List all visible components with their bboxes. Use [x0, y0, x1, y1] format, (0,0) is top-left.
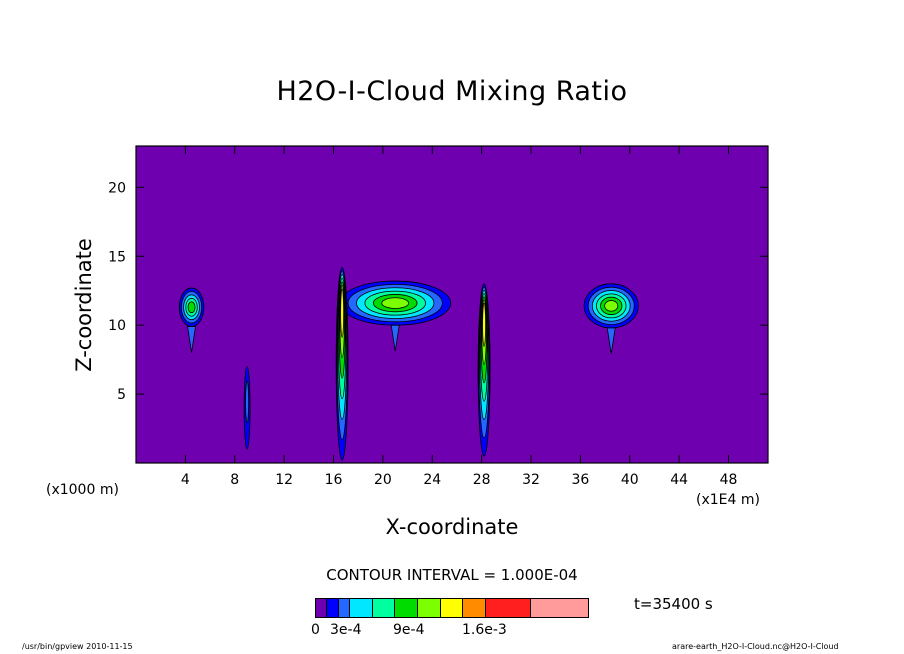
y-tick-label-3: 20: [108, 180, 126, 196]
colorbar-cell-7: [440, 599, 464, 617]
plot-background: [136, 146, 768, 463]
y-tick-label-0: 5: [117, 387, 126, 403]
x-tick-label-2: 12: [275, 472, 293, 488]
column-3-level-7: [340, 288, 345, 338]
colorbar-cell-8: [463, 599, 486, 617]
x-tick-label-4: 20: [374, 472, 392, 488]
x-axis-label: X-coordinate: [385, 515, 519, 539]
footer-source: arare-earth_H2O-I-Cloud.nc@H2O-I-Cloud: [672, 642, 839, 651]
colorbar-cell-2: [338, 599, 350, 617]
colorbar-cell-4: [372, 599, 396, 617]
colorbar-label-3: 1.6e-3: [462, 622, 507, 638]
x-tick-label-10: 44: [670, 472, 688, 488]
cloud-0-level-5: [187, 301, 196, 314]
x-tick-label-3: 16: [325, 472, 343, 488]
x-tick-label-7: 32: [522, 472, 540, 488]
cloud-2-level-6: [604, 300, 619, 312]
colorbar-cell-9: [485, 599, 532, 617]
colorbar-label-1: 3e-4: [330, 622, 362, 638]
y-tick-label-2: 15: [108, 249, 126, 265]
x-tick-label-6: 28: [473, 472, 491, 488]
footer-program: /usr/bin/gpview 2010-11-15: [22, 642, 133, 651]
column-4-level-7: [482, 302, 486, 347]
contour-interval-label: CONTOUR INTERVAL = 1.000E-04: [326, 566, 578, 584]
cloud-1-tail: [390, 324, 400, 352]
x-unit-left-label: (x1000 m): [46, 482, 119, 498]
colorbar-cell-6: [417, 599, 441, 617]
colorbar-cell-3: [349, 599, 373, 617]
colorbar-label-0: 0: [311, 622, 320, 638]
colorbar-cell-1: [327, 599, 339, 617]
colorbar-cell-0: [316, 599, 328, 617]
x-tick-label-8: 36: [571, 472, 589, 488]
cloud-2-tail: [606, 327, 616, 354]
x-tick-label-9: 40: [621, 472, 639, 488]
time-label: t=35400 s: [634, 595, 713, 613]
x-unit-right-label: (x1E4 m): [696, 492, 760, 508]
x-tick-label-0: 4: [181, 472, 190, 488]
colorbar-cell-10: [531, 599, 588, 617]
x-tick-label-11: 48: [720, 472, 738, 488]
y-axis-label: Z-coordinate: [72, 238, 96, 372]
streak-5-level-2: [245, 380, 249, 423]
plot-frame: [135, 145, 769, 464]
x-tick-label-1: 8: [230, 472, 239, 488]
chart-title: H2O-I-Cloud Mixing Ratio: [276, 76, 628, 107]
cloud-1-level-6: [381, 297, 410, 309]
colorbar-label-2: 9e-4: [393, 622, 425, 638]
colorbar: [315, 598, 589, 618]
y-tick-label-1: 10: [108, 318, 126, 334]
colorbar-cell-5: [395, 599, 418, 617]
cloud-0-tail: [187, 326, 197, 353]
x-tick-label-5: 24: [423, 472, 441, 488]
